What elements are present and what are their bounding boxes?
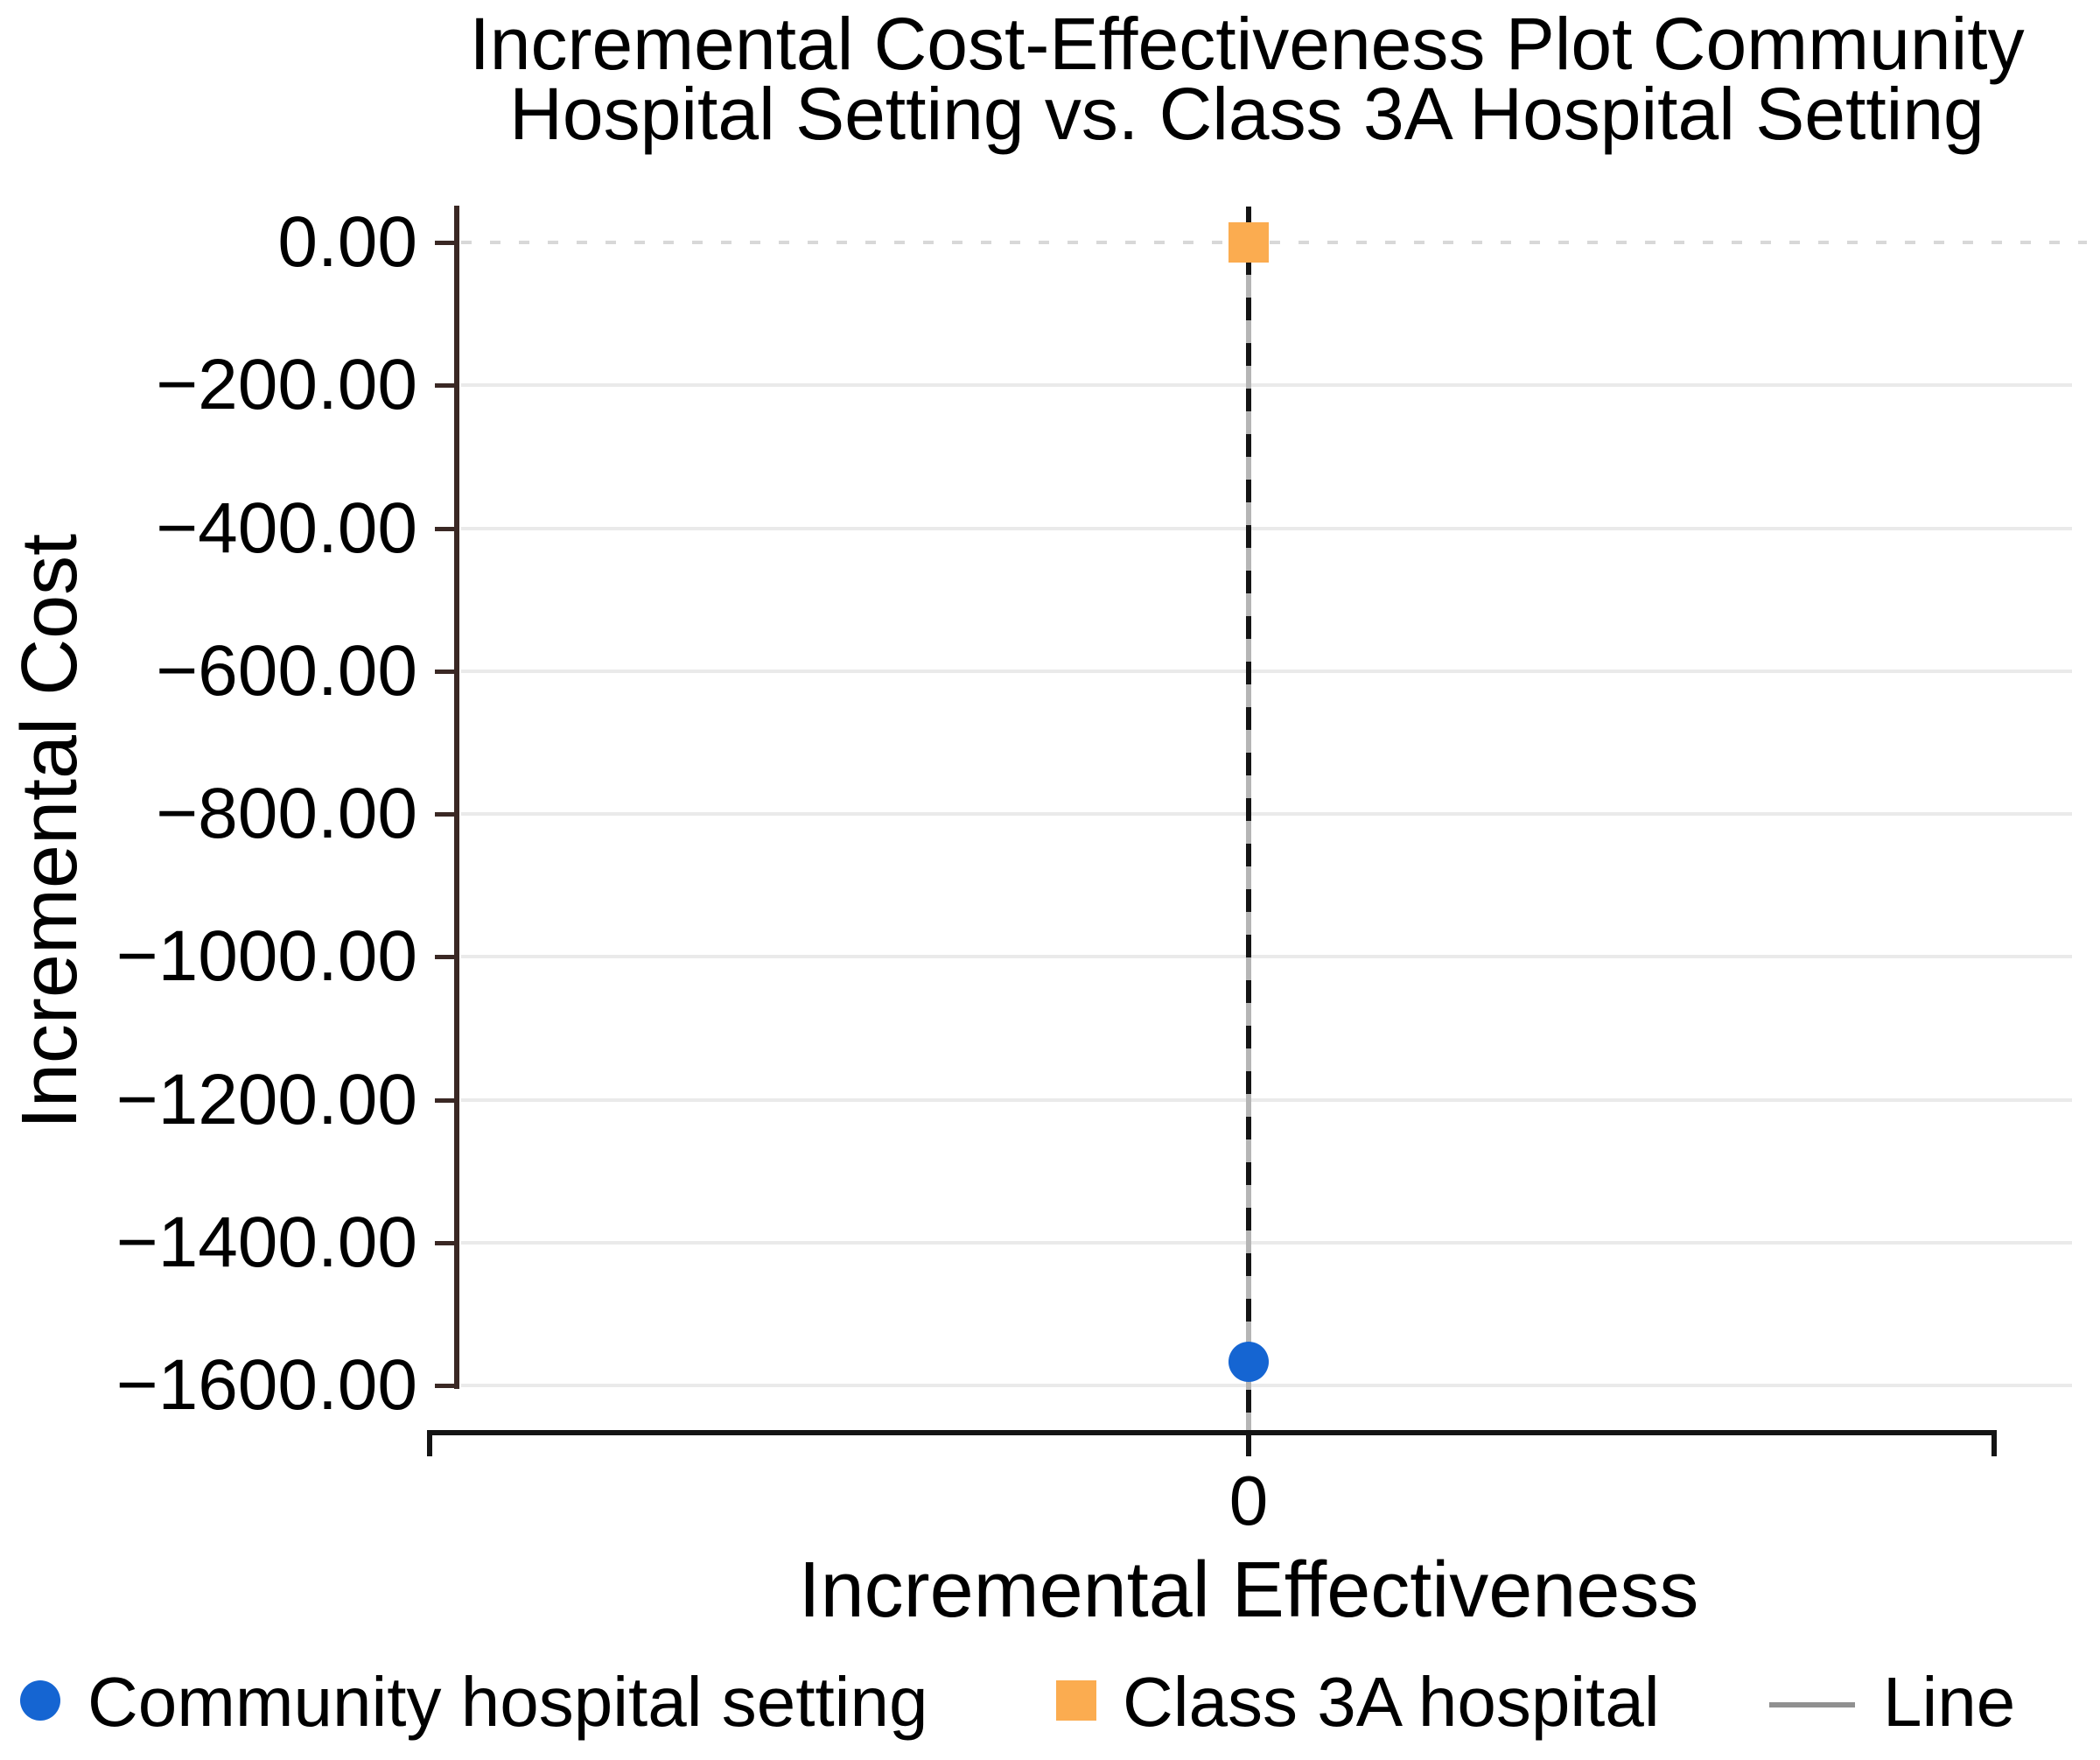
y-tick-label: −1000.00 (116, 916, 417, 996)
y-tick-label: −800.00 (156, 774, 417, 853)
y-gridline (461, 955, 2072, 958)
y-gridline (461, 1098, 2072, 1102)
y-tick-label: −400.00 (156, 488, 417, 568)
y-tick-label: −200.00 (156, 345, 417, 424)
square-marker-icon (1056, 1680, 1096, 1721)
circle-marker-icon (20, 1680, 60, 1721)
legend-label-community: Community hospital setting (88, 1663, 928, 1741)
y-tick-mark (435, 812, 458, 817)
y-tick-mark (435, 527, 458, 531)
y-gridline (461, 670, 2072, 673)
vertical-reference-line (1246, 207, 1251, 1432)
y-tick-label: −1600.00 (116, 1345, 417, 1425)
y-gridline (461, 1241, 2072, 1245)
y-tick-label: −600.00 (156, 631, 417, 711)
legend-label-line: Line (1883, 1663, 2016, 1741)
line-marker-icon (1769, 1702, 1855, 1707)
y-tick-mark (435, 383, 458, 388)
y-tick-mark (435, 955, 458, 959)
x-tick-label: 0 (1228, 1462, 1269, 1539)
zero-cost-dashed-reference-line (461, 241, 2087, 244)
y-gridline (461, 527, 2072, 530)
y-tick-mark (435, 1384, 458, 1388)
y-gridline (461, 383, 2072, 387)
chart-title: Incremental Cost-Effectiveness Plot Comm… (372, 3, 2100, 155)
community-hospital-marker (1228, 1342, 1269, 1382)
chart-title-line-2: Hospital Setting vs. Class 3A Hospital S… (509, 73, 1984, 155)
y-tick-mark (435, 1098, 458, 1103)
y-gridline (461, 812, 2072, 816)
x-axis-right-end-cap (1992, 1430, 1997, 1456)
x-axis-line (427, 1430, 1997, 1435)
y-tick-mark (435, 1241, 458, 1245)
x-axis-title: Incremental Effectiveness (798, 1546, 1699, 1634)
class-3a-hospital-marker (1228, 222, 1269, 263)
legend-label-class-3a: Class 3A hospital (1123, 1663, 1660, 1741)
y-tick-mark (435, 670, 458, 674)
y-tick-mark (435, 241, 458, 245)
y-tick-label: −1200.00 (116, 1060, 417, 1139)
y-gridline (461, 1384, 2072, 1387)
y-axis-spine (454, 206, 459, 1389)
y-tick-label: 0.00 (277, 202, 417, 282)
chart-title-line-1: Incremental Cost-Effectiveness Plot Comm… (469, 3, 2025, 85)
x-axis-left-end-cap (427, 1430, 432, 1456)
y-tick-label: −1400.00 (116, 1203, 417, 1282)
x-tick-mark (1246, 1430, 1251, 1456)
